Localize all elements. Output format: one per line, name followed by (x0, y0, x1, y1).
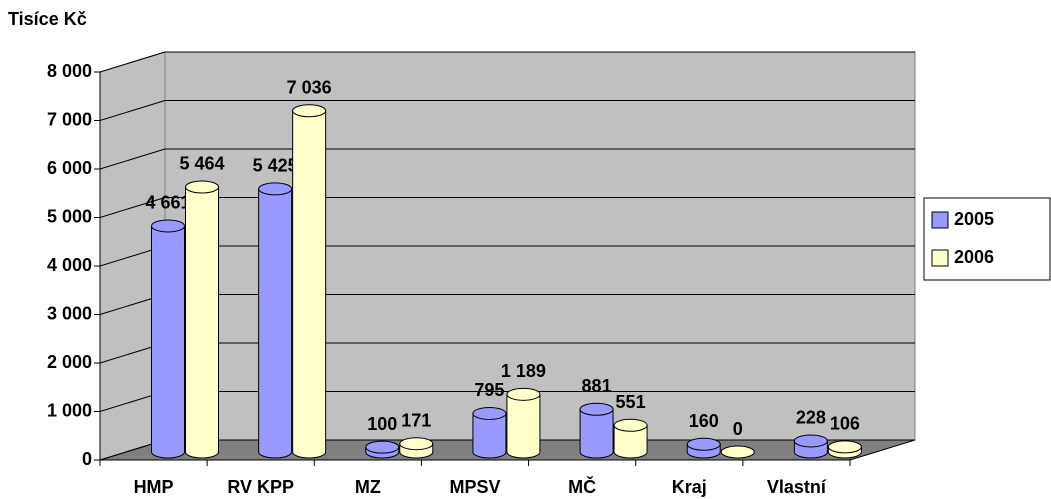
bar-group (506, 387, 541, 459)
data-label: 160 (689, 411, 719, 431)
legend-label: 2005 (954, 209, 994, 229)
x-tick-label: Kraj (672, 477, 707, 497)
bar-group (185, 180, 219, 459)
bar-group (793, 434, 828, 459)
y-tick-label: 2 000 (47, 352, 92, 372)
legend-swatch (931, 211, 949, 229)
data-label: 5 425 (253, 156, 298, 176)
bar-group (613, 418, 648, 459)
data-label: 0 (733, 419, 743, 439)
bar-group (258, 182, 293, 459)
bar-group (579, 402, 614, 459)
legend-label: 2006 (954, 247, 994, 267)
y-tick-label: 1 000 (47, 400, 92, 420)
bar-top (613, 418, 648, 432)
bar (472, 412, 507, 459)
bar (151, 225, 185, 459)
grid-line (99, 148, 166, 170)
bar (579, 408, 614, 459)
y-tick-label: 7 000 (47, 109, 92, 129)
data-label: 171 (401, 410, 431, 430)
bar-top (151, 219, 185, 233)
bar-top (506, 387, 541, 401)
x-tick-label: MZ (355, 477, 381, 497)
chart-title: Tisíce Kč (8, 9, 87, 29)
bar-top (686, 437, 721, 451)
data-label: 5 464 (179, 154, 224, 174)
grid-line (99, 100, 166, 121)
data-label: 1 189 (501, 361, 546, 381)
data-label: 881 (582, 376, 612, 396)
data-label: 4 661 (145, 193, 190, 213)
bar-top (793, 434, 828, 448)
bar-top (292, 104, 327, 118)
bar-top (258, 182, 293, 196)
x-tick-label: RV KPP (227, 477, 294, 497)
bar (185, 186, 219, 459)
bar-top (827, 440, 862, 454)
y-tick-label: 0 (82, 449, 92, 469)
bar-top (472, 406, 507, 420)
bar-group (686, 437, 721, 459)
data-label: 228 (796, 408, 826, 428)
data-label: 795 (474, 380, 504, 400)
bar (613, 424, 648, 459)
bar-group (292, 104, 327, 459)
bar (506, 393, 541, 459)
grid-line (99, 197, 166, 218)
x-tick-label: MČ (568, 476, 596, 497)
grid-line (99, 51, 166, 73)
bar (720, 445, 755, 459)
bar-group (720, 445, 755, 459)
y-tick-label: 8 000 (47, 61, 92, 81)
y-tick-label: 5 000 (47, 206, 92, 226)
data-label: 7 036 (287, 78, 332, 98)
bar (258, 188, 293, 459)
bar-group (472, 406, 507, 459)
x-tick-label: Vlastní (767, 477, 827, 497)
y-tick-label: 3 000 (47, 303, 92, 323)
bar-top (185, 180, 219, 194)
bar-top (579, 402, 614, 416)
y-tick-label: 6 000 (47, 158, 92, 178)
x-tick-label: HMP (134, 477, 174, 497)
bar-group (827, 440, 862, 459)
data-label: 100 (367, 414, 397, 434)
bar-top (365, 440, 400, 454)
y-tick-label: 4 000 (47, 255, 92, 275)
data-label: 106 (830, 414, 860, 434)
data-label: 551 (616, 392, 646, 412)
bar-group (365, 440, 400, 459)
bar-group (399, 437, 434, 459)
x-tick-label: MPSV (449, 477, 500, 497)
bar-group (151, 219, 185, 459)
legend-swatch (931, 249, 949, 267)
bar-top (399, 437, 434, 451)
bar (292, 110, 327, 459)
